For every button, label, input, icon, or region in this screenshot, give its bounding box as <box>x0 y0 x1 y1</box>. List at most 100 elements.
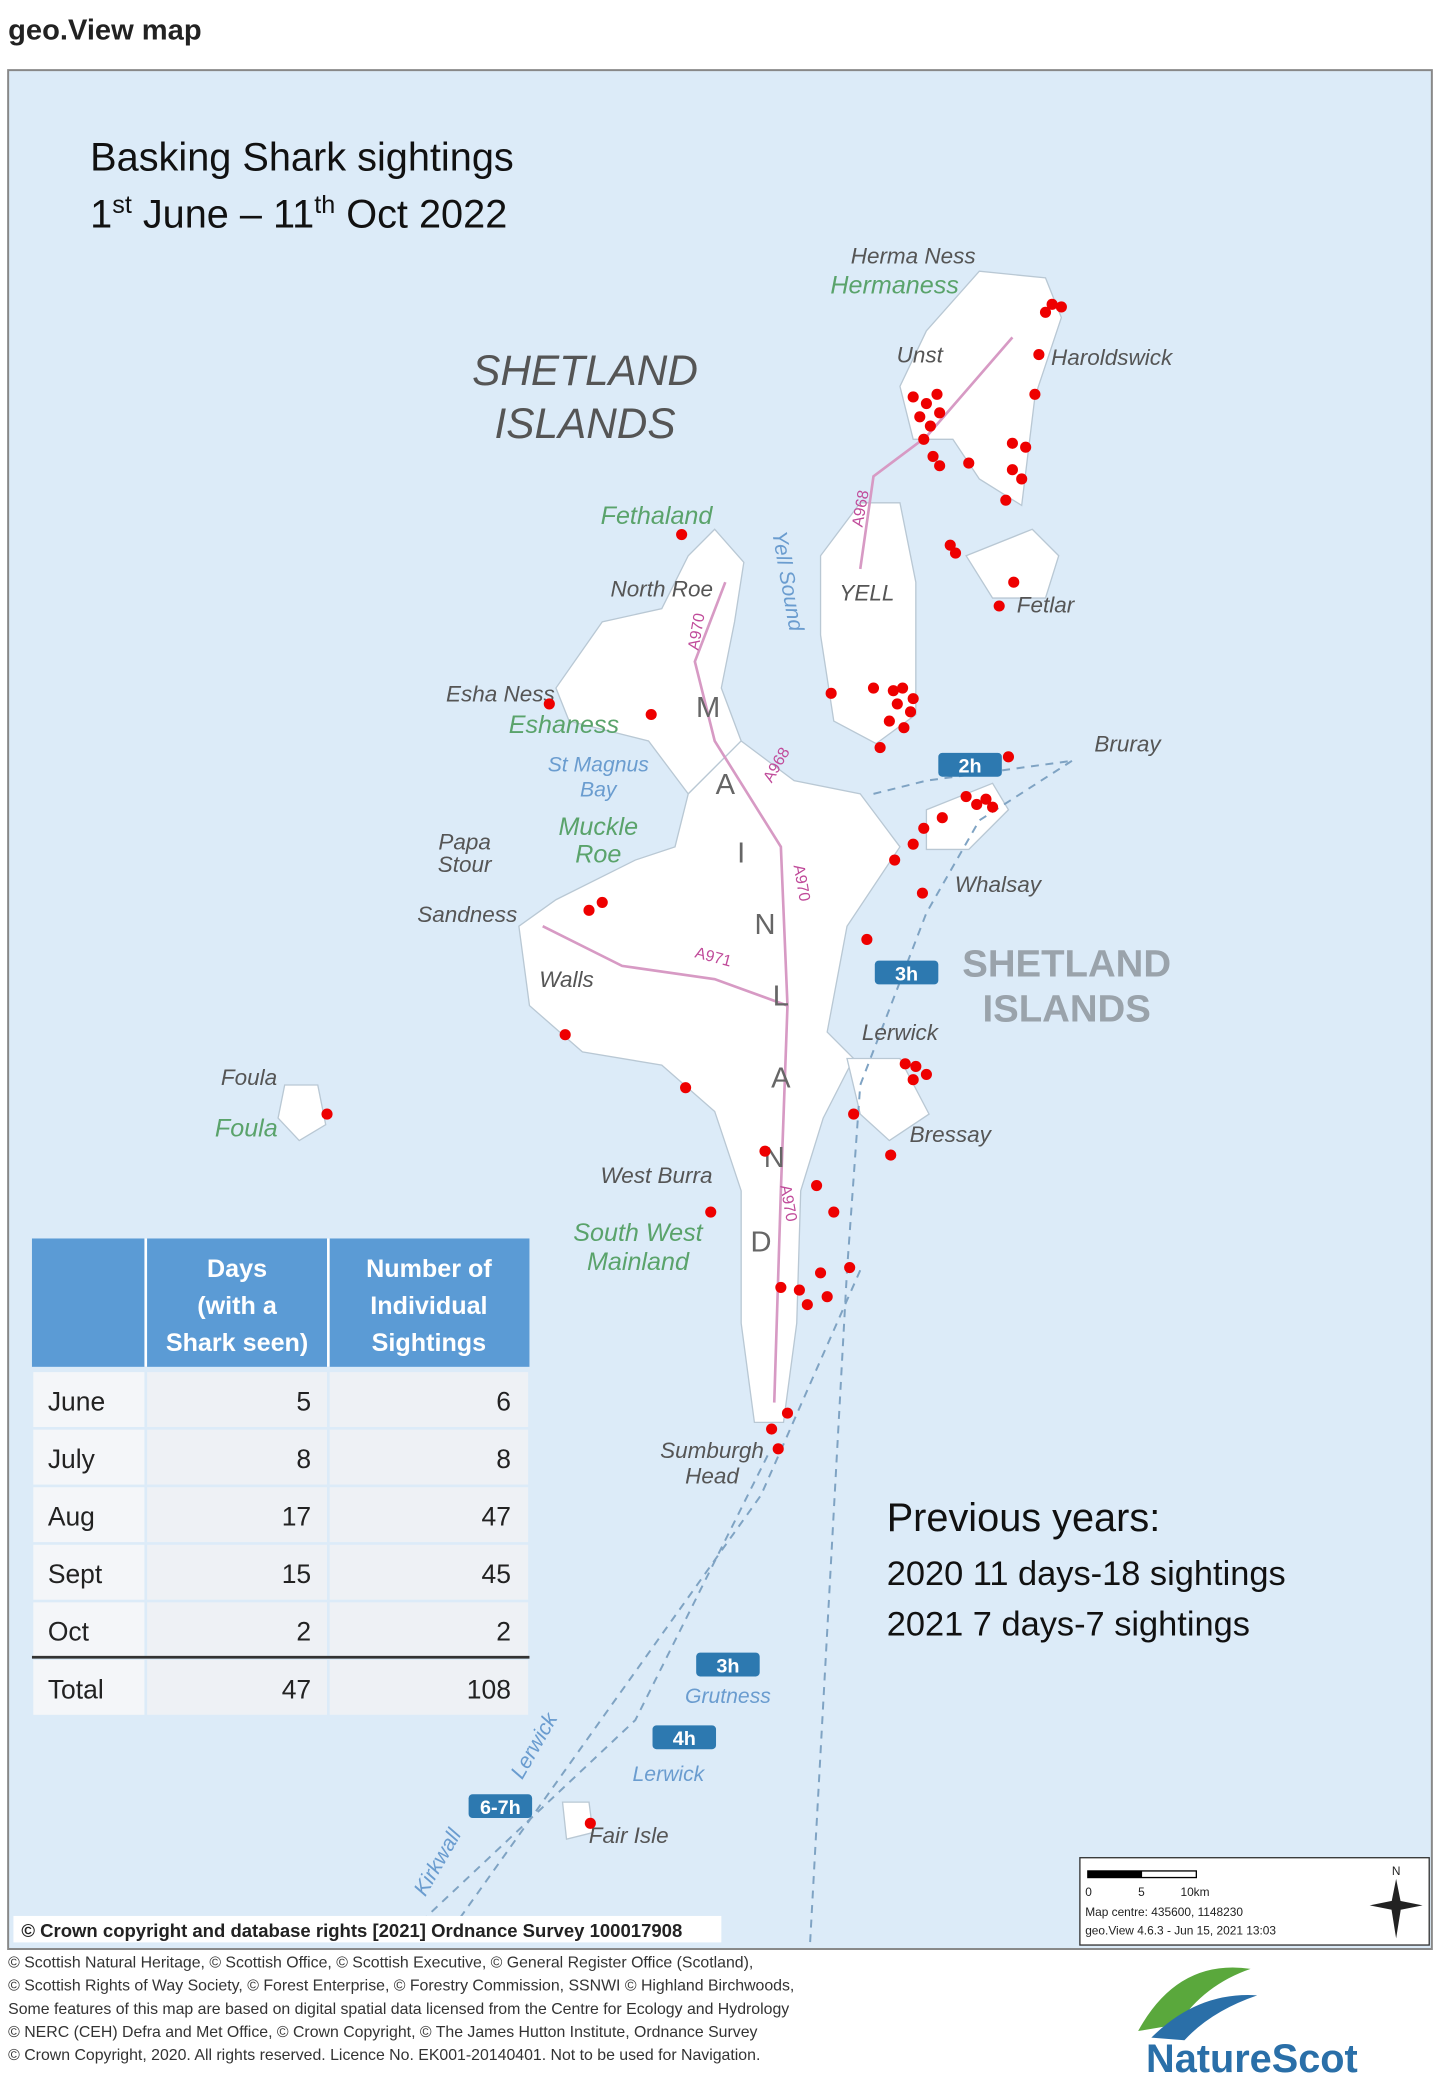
place-label: Fethaland <box>601 502 714 530</box>
footer: © Scottish Natural Heritage, © Scottish … <box>8 1955 794 2065</box>
mainland-letter: A <box>716 769 736 801</box>
table-row-label: June <box>48 1386 105 1416</box>
place-label: Bressay <box>910 1122 993 1147</box>
sighting <box>867 682 880 694</box>
crown-copyright: © Crown copyright and database rights [2… <box>21 1920 682 1941</box>
table-cell <box>329 1659 529 1715</box>
table-cell <box>33 1602 145 1658</box>
previous-line: 2021 7 days-7 sightings <box>887 1605 1250 1643</box>
place-label: Walls <box>539 967 594 992</box>
place-label: North Roe <box>611 577 713 602</box>
sighting <box>861 933 873 945</box>
sighting <box>781 1407 794 1419</box>
sighting <box>1029 388 1041 400</box>
place-label: Fetlar <box>1017 593 1076 618</box>
road-label: A970 <box>685 612 708 652</box>
footer-line: © Crown Copyright, 2020. All rights rese… <box>8 2047 760 2064</box>
table-header-text: Shark seen) <box>166 1329 308 1357</box>
footer-line: © Scottish Rights of Way Society, © Fore… <box>8 1978 794 1995</box>
sighting <box>1006 437 1018 449</box>
place-label: Whalsay <box>955 872 1043 897</box>
sighting <box>1002 751 1015 763</box>
sighting <box>907 1074 919 1086</box>
sighting <box>931 388 943 400</box>
place-label: Haroldswick <box>1051 345 1174 370</box>
sighting <box>934 407 946 419</box>
place-label: Unst <box>897 343 945 368</box>
sighting <box>914 411 926 423</box>
sighting <box>821 1291 833 1303</box>
roads <box>542 336 1014 1403</box>
sighting <box>898 722 910 734</box>
sighting <box>1033 349 1045 361</box>
footer-line: © NERC (CEH) Defra and Met Office, © Cro… <box>8 2024 757 2041</box>
sighting <box>993 600 1005 612</box>
place-label: Head <box>685 1463 740 1488</box>
place-label: Esha Ness <box>446 681 555 706</box>
place-label: Bruray <box>1094 732 1162 757</box>
sighting <box>676 528 688 541</box>
place-label: Stour <box>438 852 493 877</box>
place-label: SHETLAND <box>472 347 698 394</box>
table-header-text: Individual <box>370 1292 487 1320</box>
sighting <box>584 1817 596 1829</box>
ferry-label: 3h <box>895 963 918 985</box>
ferry-badge <box>468 1794 533 1819</box>
sighting <box>1046 298 1058 310</box>
north-arrow <box>1369 1878 1423 1939</box>
ferry-badge <box>938 752 1002 777</box>
table-cell <box>329 1602 529 1658</box>
sighting <box>543 698 555 710</box>
place-label: Foula <box>215 1115 278 1143</box>
sighting <box>680 1082 692 1094</box>
sighting <box>1008 576 1020 588</box>
sighting <box>960 790 972 803</box>
sighting <box>910 1060 922 1073</box>
title-sup: st <box>112 191 132 219</box>
sighting <box>907 838 919 850</box>
ferry-badge <box>652 1725 717 1750</box>
sighting <box>828 1206 840 1218</box>
sighting <box>1055 301 1067 313</box>
place-label: Sumburgh <box>660 1438 764 1463</box>
table-cell <box>329 1544 529 1600</box>
table-row-label: Aug <box>48 1502 95 1532</box>
ferry-label: 2h <box>959 756 982 778</box>
summary-table: Days (with a Shark seen) Number of Individua… <box>31 1238 530 1715</box>
scale-label: 10km <box>1180 1885 1209 1899</box>
sighting <box>825 687 837 699</box>
sighting <box>1039 306 1052 318</box>
sighting <box>971 798 983 811</box>
table-header-text: Days <box>207 1255 267 1283</box>
place-label: Fair Isle <box>589 1823 669 1848</box>
mainland-letter: N <box>754 909 775 941</box>
sighting <box>844 1262 856 1274</box>
scale-centre: Map centre: 435600, 1148230 <box>1085 1905 1243 1919</box>
place-label: Herma Ness <box>851 243 976 268</box>
table-cell <box>33 1487 145 1543</box>
mainland-letter: L <box>773 981 789 1013</box>
footer-line: Some features of this map are based on d… <box>8 2001 789 2018</box>
mainland-letter: D <box>751 1227 772 1259</box>
ferry-badge <box>874 960 939 985</box>
place-label: YELL <box>839 581 894 606</box>
mainland-letter: M <box>696 692 720 724</box>
place-label: Sandness <box>417 902 517 927</box>
sighting <box>987 801 999 813</box>
sighting <box>920 398 932 410</box>
place-label: Lerwick <box>862 1020 940 1045</box>
place-label: West Burra <box>600 1163 712 1188</box>
sighting <box>899 1058 911 1070</box>
logo-leaf <box>1138 1967 1251 2032</box>
page-title: geo.View map <box>8 15 202 47</box>
place-label: Muckle <box>558 813 638 841</box>
sighting <box>907 391 919 403</box>
footer-line: © Scottish Natural Heritage, © Scottish … <box>8 1955 753 1972</box>
sighting <box>1006 464 1018 476</box>
scale-label: 0 <box>1085 1885 1092 1899</box>
sighting <box>874 742 886 754</box>
sighting <box>815 1267 827 1279</box>
table-value: 47 <box>482 1502 511 1532</box>
road-label: A970 <box>790 863 813 903</box>
table-cell <box>33 1429 145 1485</box>
